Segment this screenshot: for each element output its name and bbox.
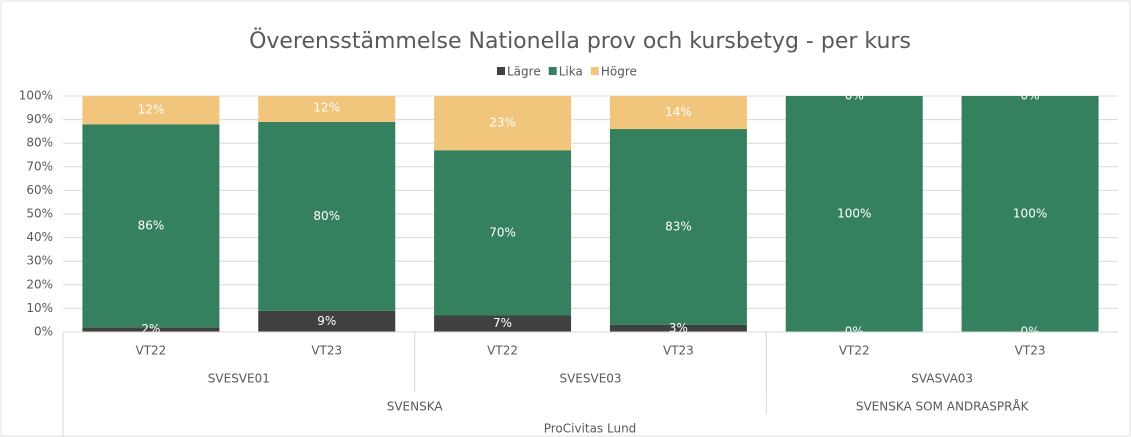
chart-title: Överensstämmelse Nationella prov och kur… — [249, 28, 911, 54]
data-label: 7% — [493, 316, 512, 330]
bar-segment — [82, 124, 220, 328]
y-tick-label: 20% — [26, 277, 53, 291]
y-tick-label: 70% — [26, 159, 53, 173]
y-tick-label: 50% — [26, 207, 53, 221]
group-label: SVESVE01 — [208, 372, 270, 386]
data-label: 2% — [141, 322, 160, 336]
data-label: 3% — [669, 321, 688, 335]
data-label: 70% — [489, 225, 516, 239]
bar-segment — [258, 121, 396, 311]
x-tick-label: VT22 — [487, 344, 518, 358]
legend-swatch — [497, 67, 505, 75]
bar-segment — [434, 96, 572, 151]
value-labels: 2% 86% 12% 9% 80% 12% 7% 70% 23% 3% 83% 14% 0% 100% 0%… — [138, 89, 1048, 339]
bar-segment — [258, 310, 396, 332]
x-tick-label: VT22 — [136, 344, 167, 358]
legend: Lägre Lika Högre — [497, 65, 637, 79]
data-label: 100% — [1013, 207, 1047, 221]
bar-segment — [434, 315, 572, 332]
group-label: SVENSKA — [387, 400, 444, 414]
y-tick-label: 100% — [19, 89, 53, 103]
plot — [82, 96, 1099, 332]
y-tick-label: 60% — [26, 183, 53, 197]
data-label: 12% — [138, 103, 165, 117]
bar-segment — [785, 96, 923, 332]
legend-label: Högre — [601, 65, 637, 79]
x-tick-label: VT23 — [1015, 344, 1046, 358]
data-label: 23% — [489, 116, 516, 130]
data-label: 80% — [313, 209, 340, 223]
group-label: SVENSKA SOM ANDRASPRÅK — [856, 399, 1030, 414]
data-label: 0% — [1021, 89, 1040, 103]
bar-segment — [609, 129, 747, 325]
data-label: 9% — [317, 314, 336, 328]
legend-label: Lägre — [507, 65, 541, 79]
bar-segment — [258, 96, 396, 122]
group-label: SVASVA03 — [911, 372, 973, 386]
y-tick-label: 40% — [26, 230, 53, 244]
data-label: 14% — [665, 105, 692, 119]
data-label: 86% — [138, 218, 165, 232]
data-label: 0% — [845, 89, 864, 103]
x-tick-label: VT23 — [311, 344, 342, 358]
bar-segment — [609, 96, 747, 130]
legend-swatch — [590, 67, 599, 75]
data-label: 83% — [665, 219, 692, 233]
bar-segment — [961, 96, 1099, 332]
x-tick-label: VT23 — [663, 344, 694, 358]
y-tick-label: 90% — [26, 112, 53, 126]
bar-segment — [82, 96, 220, 125]
bar-segment — [82, 327, 220, 332]
y-tick-label: 80% — [26, 136, 53, 150]
group-label: SVESVE03 — [559, 372, 621, 386]
data-label: 100% — [837, 207, 871, 221]
x-tick-label: VT22 — [839, 344, 870, 358]
bar-segment — [434, 150, 572, 316]
y-tick-label: 10% — [26, 301, 53, 315]
legend-label: Lika — [559, 65, 583, 79]
legend-swatch — [548, 67, 557, 75]
bar-segment — [609, 324, 747, 332]
y-tick-label: 30% — [26, 254, 53, 268]
y-tick-label: 0% — [34, 325, 53, 339]
data-label: 12% — [313, 100, 340, 114]
x-axis-label: ProCivitas Lund — [544, 422, 637, 436]
